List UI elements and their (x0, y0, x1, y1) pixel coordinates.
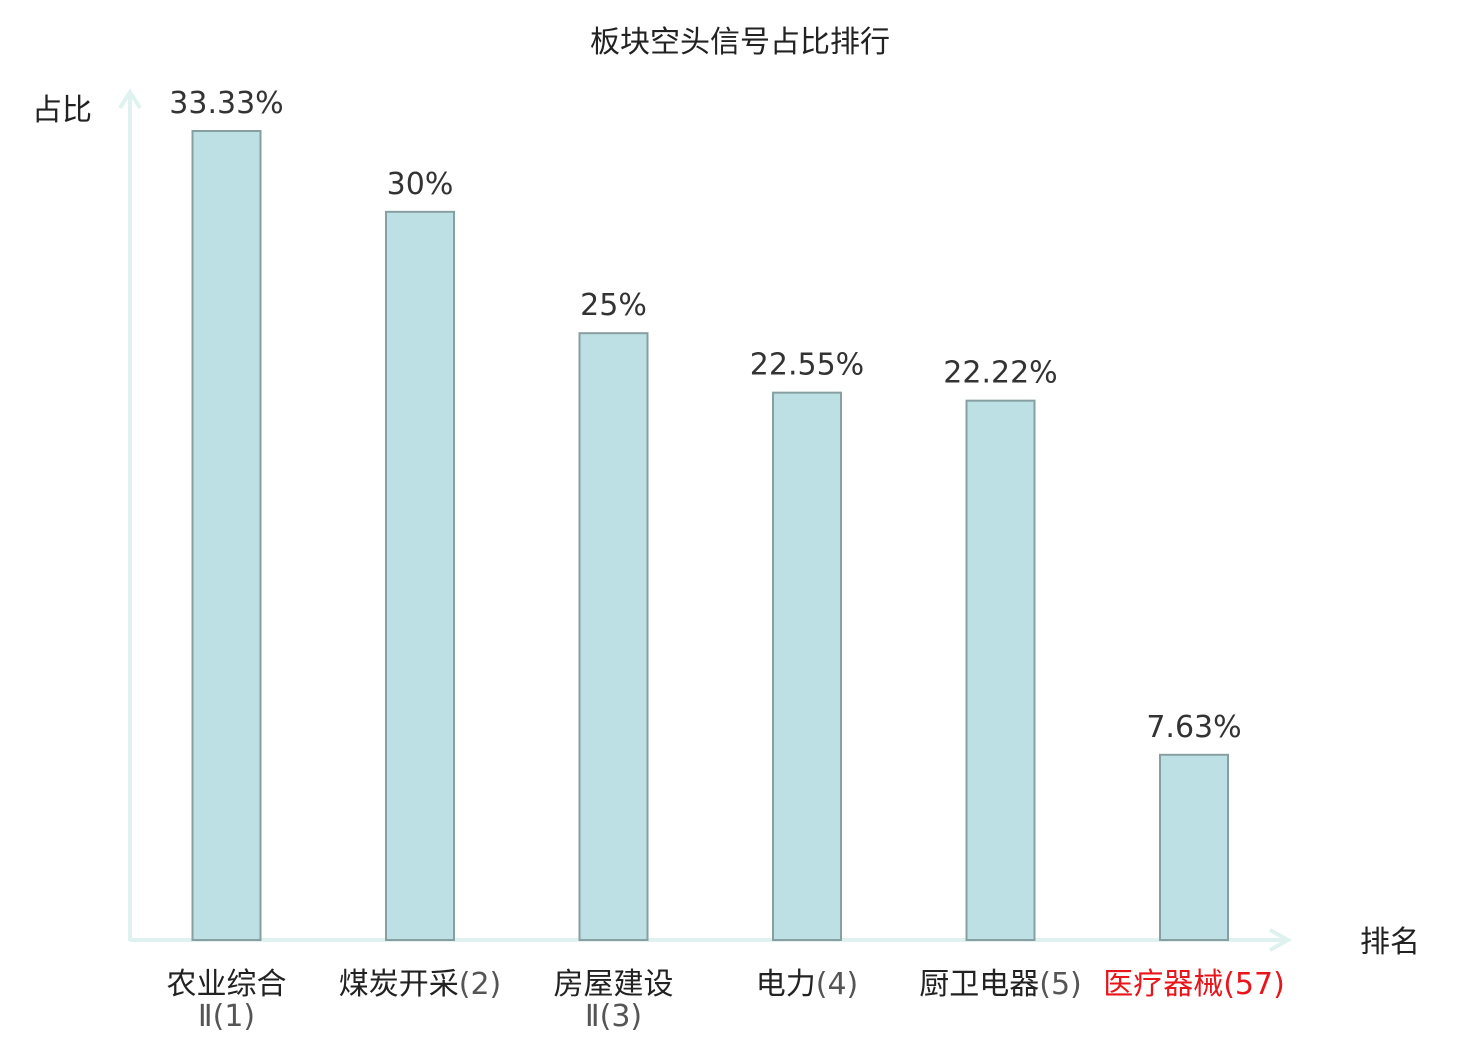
value-label: 33.33% (169, 86, 283, 121)
bar (1159, 753, 1229, 942)
value-label: 25% (580, 288, 647, 323)
category-rank-label: Ⅱ(3) (585, 999, 642, 1034)
category-label: 电力(4) (756, 967, 859, 1002)
category-label: 农业综合 (167, 967, 287, 1002)
x-axis-label: 排名 (1360, 925, 1420, 960)
category-name: 电力 (756, 967, 816, 1002)
y-axis-label: 占比 (32, 93, 92, 128)
bar (965, 399, 1036, 941)
value-label: 7.63% (1146, 710, 1241, 745)
category-rank: (4) (816, 967, 859, 1002)
category-rank: (57) (1223, 967, 1285, 1002)
value-label: 22.22% (943, 356, 1057, 391)
bar (385, 210, 455, 941)
category-name: 医疗器械 (1103, 967, 1223, 1002)
category-label: 房屋建设 (554, 967, 674, 1002)
category-label: 医疗器械(57) (1103, 967, 1285, 1002)
category-rank-label: Ⅱ(1) (198, 999, 255, 1034)
category-rank: (2) (459, 967, 502, 1002)
category-label: 厨卫电器(5) (919, 967, 1082, 1002)
bar (191, 130, 262, 941)
category-name: 煤炭开采 (339, 967, 459, 1002)
bar (578, 332, 649, 941)
x-axis-arrow (1269, 928, 1293, 952)
value-label: 22.55% (750, 348, 864, 383)
bars-group (191, 130, 1229, 942)
category-name: 厨卫电器 (919, 967, 1039, 1002)
bar (772, 391, 842, 942)
chart-title: 板块空头信号占比排行 (590, 25, 890, 60)
category-label: 煤炭开采(2) (339, 967, 502, 1002)
category-rank: (5) (1039, 967, 1082, 1002)
y-axis-arrow (118, 88, 142, 110)
value-labels-group: 33.33% 30% 25% 22.55% 22.22% 7.63% (169, 86, 1241, 745)
value-label: 30% (387, 167, 454, 202)
